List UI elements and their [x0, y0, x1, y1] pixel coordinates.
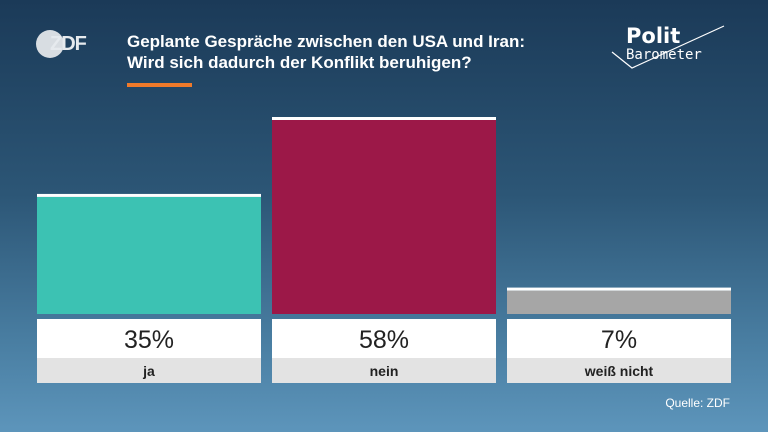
category-label-nein: nein — [370, 363, 399, 379]
chart-title-line2: Wird sich dadurch der Konflikt beruhigen… — [127, 53, 472, 72]
bar-weiss-nicht — [507, 290, 731, 314]
category-box-weiss-nicht — [507, 358, 731, 383]
politbarometer-logo: Polit Barometer — [608, 22, 728, 70]
category-box-ja — [37, 358, 261, 383]
politbarometer-check-icon — [611, 25, 725, 69]
value-box-nein — [272, 319, 496, 358]
politbarometer-word-1: Polit — [626, 24, 681, 48]
value-box-weiss-nicht — [507, 319, 731, 358]
value-box-ja — [37, 319, 261, 358]
category-label-weiss-nicht: weiß nicht — [584, 363, 654, 379]
bar-ja — [37, 196, 261, 314]
bar-nein — [272, 120, 496, 314]
source-note: Quelle: ZDF — [665, 396, 730, 410]
zdf-logo-text: ZDF — [50, 33, 87, 55]
bar-top-line-ja — [37, 193, 261, 197]
title-accent-bar — [127, 83, 192, 87]
chart-title: Geplante Gespräche zwischen den USA und … — [127, 31, 587, 73]
category-label-ja: ja — [142, 363, 155, 379]
chart-title-line1: Geplante Gespräche zwischen den USA und … — [127, 32, 526, 51]
value-label-nein: 58% — [359, 326, 409, 354]
zdf-logo: ZDF — [36, 30, 90, 58]
category-box-nein — [272, 358, 496, 383]
bar-top-line-weiss-nicht — [507, 287, 731, 291]
zdf-logo-circle — [36, 30, 64, 58]
politbarometer-word-2: Barometer — [626, 47, 702, 63]
value-label-ja: 35% — [124, 326, 174, 354]
bar-top-line-nein — [272, 117, 496, 120]
value-label-weiss-nicht: 7% — [601, 326, 637, 354]
